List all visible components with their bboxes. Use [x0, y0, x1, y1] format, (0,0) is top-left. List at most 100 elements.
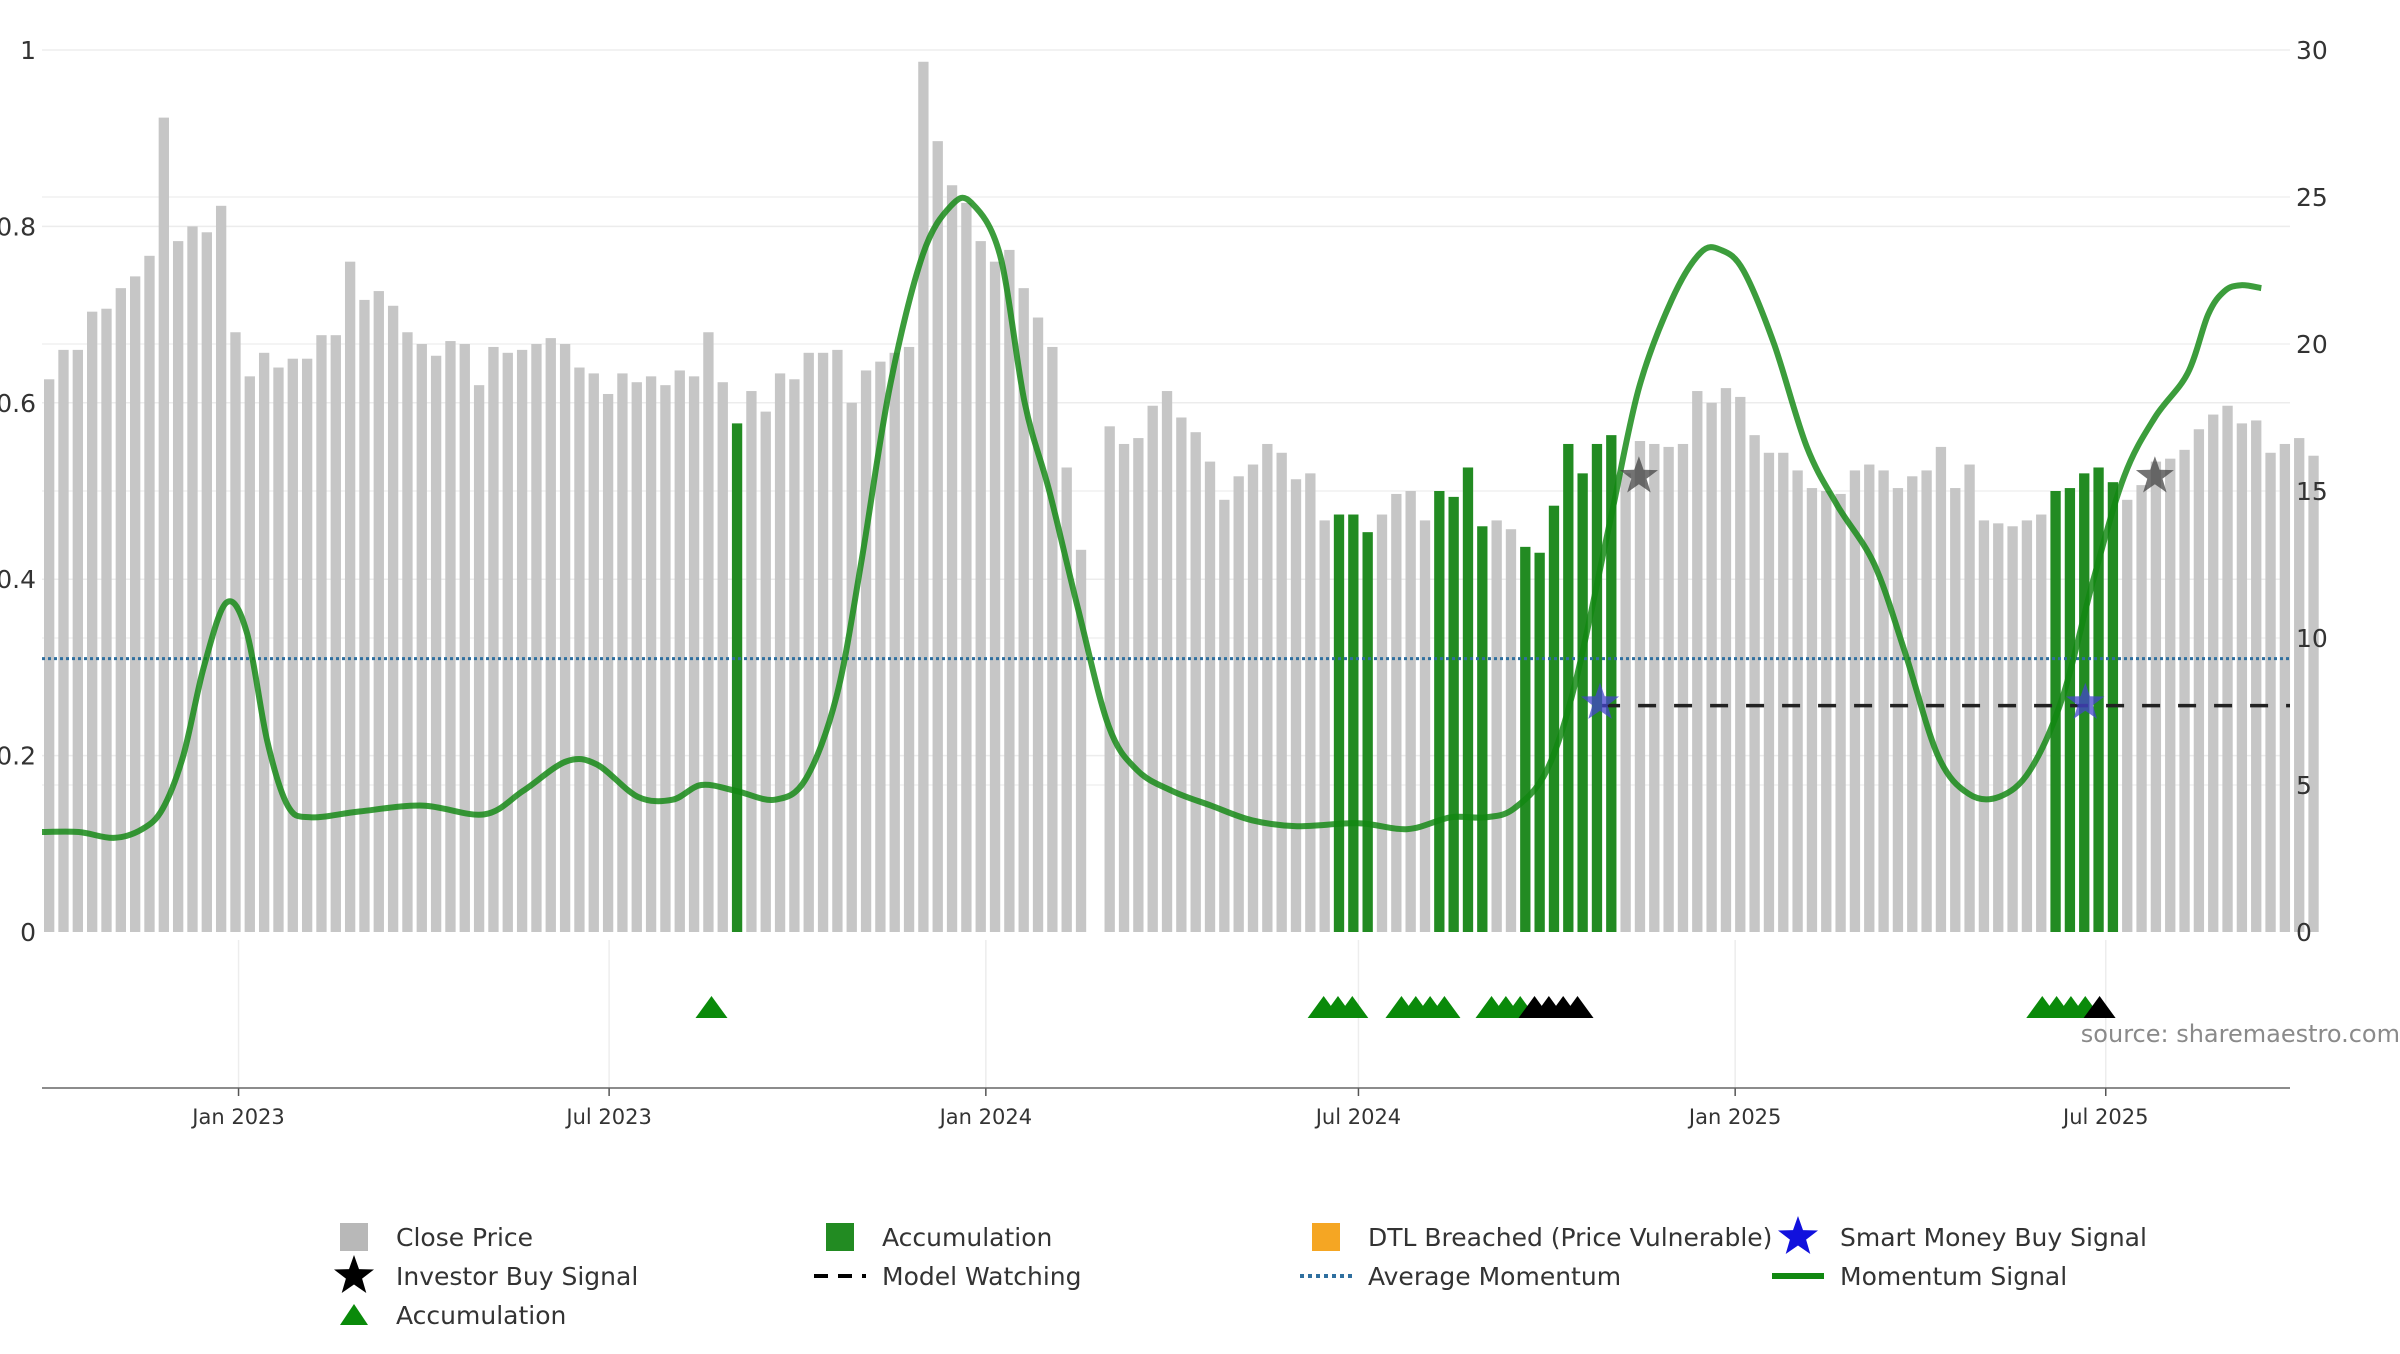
close-price-bar: [172, 241, 184, 933]
close-price-bar: [1405, 491, 1416, 932]
close-price-bar: [2222, 405, 2233, 932]
legend-item: Average Momentum: [1300, 1262, 1621, 1291]
close-price-bar: [1620, 473, 1631, 932]
close-price-bar: [1032, 317, 1044, 932]
close-price-bar: [2179, 449, 2190, 932]
close-price-bar: [359, 299, 370, 932]
close-price-bar: [1634, 441, 1646, 932]
legend-label: Smart Money Buy Signal: [1840, 1223, 2147, 1252]
legend-item: Smart Money Buy Signal: [1778, 1216, 2147, 1254]
close-price-bar: [746, 391, 757, 932]
close-price-bar: [1219, 499, 1230, 932]
close-price-bar: [875, 361, 886, 932]
close-price-bar: [1262, 443, 1273, 932]
close-price-bar: [1720, 388, 1732, 933]
close-price-bar: [516, 349, 528, 932]
right-tick-label: 5: [2296, 771, 2312, 800]
close-price-bar: [1419, 520, 1431, 932]
accumulation-bar: [1520, 546, 1531, 932]
x-tick-label: Jan 2024: [938, 1105, 1033, 1129]
close-price-bar: [502, 352, 513, 932]
close-price-bar: [2294, 438, 2305, 932]
close-price-bar: [316, 335, 327, 932]
accumulation-triangle: [1561, 996, 1594, 1018]
accumulation-bar: [1577, 473, 1588, 932]
close-price-bar: [2236, 423, 2248, 932]
close-price-bar: [1792, 470, 1803, 932]
triangle-layer: [695, 996, 2116, 1018]
close-price-bar: [989, 261, 1001, 932]
close-price-bar: [330, 335, 341, 932]
close-price-bar: [1821, 491, 1832, 932]
close-price-bar: [703, 332, 714, 932]
close-price-bar: [832, 349, 843, 932]
close-price-bar: [1907, 476, 1918, 932]
close-price-bar: [846, 402, 857, 932]
legend-item: DTL Breached (Price Vulnerable): [1312, 1223, 1772, 1252]
close-price-bar: [574, 367, 585, 932]
close-price-bar: [2251, 420, 2262, 932]
left-tick-label: 0.4: [0, 565, 36, 594]
close-price-bar: [2150, 461, 2162, 932]
bars-layer: [44, 61, 2319, 933]
legend-item: Momentum Signal: [1772, 1262, 2067, 1291]
close-price-bar: [459, 344, 470, 932]
close-price-bar: [144, 255, 155, 933]
close-price-bar: [1118, 443, 1130, 932]
close-price-bar: [58, 349, 69, 932]
close-price-bar: [1176, 417, 1187, 932]
close-price-bar: [129, 276, 141, 932]
close-price-bar: [1376, 514, 1388, 932]
close-price-bar: [2165, 458, 2176, 932]
close-price-bar: [946, 185, 958, 933]
close-price-bar: [1706, 402, 1717, 932]
legend-label: Investor Buy Signal: [396, 1262, 638, 1291]
close-price-bar: [1147, 405, 1158, 932]
close-price-bar: [2279, 443, 2291, 932]
accumulation-bar: [1534, 552, 1545, 932]
close-price-bar: [1692, 391, 1703, 932]
x-tick-label: Jul 2025: [2061, 1105, 2148, 1129]
close-price-bar: [158, 117, 169, 933]
legend-item: Investor Buy Signal: [334, 1255, 638, 1293]
close-price-bar: [817, 352, 829, 932]
momentum-layer: [41, 194, 2262, 841]
legend-item: Accumulation: [826, 1223, 1052, 1252]
close-price-bar: [1047, 346, 1058, 932]
left-tick-label: 0: [20, 918, 36, 947]
accumulation-bar: [1434, 491, 1445, 932]
close-price-bar: [1921, 470, 1932, 932]
close-price-bar: [760, 411, 771, 932]
close-price-bar: [645, 376, 657, 933]
close-price-bar: [789, 379, 800, 932]
x-tick-label: Jul 2024: [1314, 1105, 1401, 1129]
accumulation-bar: [1591, 443, 1603, 932]
close-price-bar: [860, 370, 872, 933]
accumulation-bar: [1563, 443, 1574, 932]
legend-triangle-icon: [340, 1304, 368, 1325]
close-price-bar: [1735, 396, 1746, 932]
close-price-bar: [1075, 549, 1087, 932]
close-price-bar: [101, 308, 112, 933]
smart-money-buy-star: [1581, 682, 1620, 719]
signal-layer: [1581, 456, 2174, 719]
right-tick-label: 15: [2296, 477, 2328, 506]
accumulation-bar: [1606, 435, 1617, 932]
close-price-bar: [1864, 464, 1875, 932]
close-price-bar: [1892, 488, 1904, 932]
accumulation-bar: [1477, 526, 1488, 932]
close-price-bar: [273, 367, 284, 932]
close-price-bar: [2036, 514, 2047, 932]
accumulation-bar: [2064, 488, 2076, 932]
x-tick-label: Jan 2025: [1687, 1105, 1782, 1129]
legend-item: Accumulation: [340, 1301, 566, 1330]
close-price-bar: [903, 346, 915, 932]
legend-item: Close Price: [340, 1223, 533, 1252]
close-price-bar: [1061, 467, 1072, 932]
accumulation-bar: [1548, 505, 1560, 932]
close-price-bar: [301, 358, 313, 932]
investor-buy-star: [1619, 456, 1658, 493]
accumulation-triangle: [695, 996, 728, 1018]
